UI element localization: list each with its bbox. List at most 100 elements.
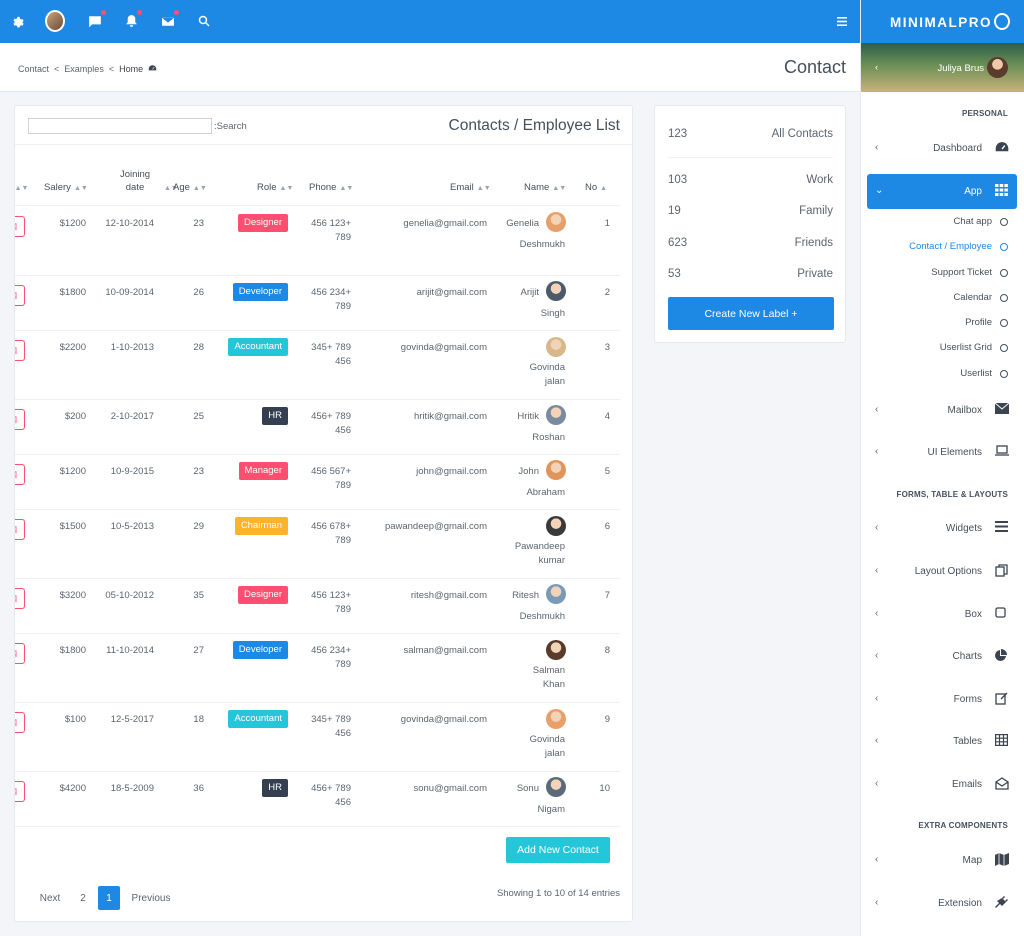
sidebar-item-forms[interactable]: ‹ Forms xyxy=(867,682,1017,717)
sidebar-sub-support-ticket[interactable]: Support Ticket xyxy=(931,267,1008,278)
column-header-salary[interactable]: Salery ▲▼ xyxy=(44,182,88,193)
sidebar-item-label: Charts xyxy=(952,651,982,662)
sidebar-item-extension[interactable]: ‹ Extension xyxy=(867,886,1017,921)
contact-avatar[interactable] xyxy=(546,460,566,480)
email-cell[interactable]: john@gmail.com xyxy=(416,466,487,477)
joining-date-cell: 12-5-2017 xyxy=(110,714,154,725)
sidebar-item-charts[interactable]: ‹ Charts xyxy=(867,639,1017,674)
sidebar-sub-profile[interactable]: Profile xyxy=(965,317,1008,328)
age-cell: 27 xyxy=(193,645,204,656)
column-header-name[interactable]: Name ▲▼ xyxy=(524,182,567,193)
sidebar-sub-chat-app[interactable]: Chat app xyxy=(953,216,1008,227)
sidebar-item-widgets[interactable]: ‹ Widgets xyxy=(867,511,1017,546)
search-icon[interactable] xyxy=(194,11,214,31)
pagination-page-1[interactable]: 1 xyxy=(98,886,120,910)
sidebar-sub-userlist-grid[interactable]: Userlist Grid xyxy=(940,342,1008,353)
email-cell[interactable]: pawandeep@gmail.com xyxy=(384,521,487,532)
breadcrumb-home[interactable]: Home xyxy=(119,64,144,74)
last-name: Abraham xyxy=(526,487,565,498)
column-header-email[interactable]: Email ▲▼ xyxy=(450,182,491,193)
email-cell[interactable]: arijit@gmail.com xyxy=(416,287,487,298)
contact-avatar[interactable] xyxy=(546,777,566,797)
contact-avatar[interactable] xyxy=(546,640,566,660)
section-forms: FORMS, TABLE & LAYOUTS xyxy=(896,490,1008,499)
row-number: 6 xyxy=(604,521,610,532)
settings-icon[interactable] xyxy=(7,11,27,31)
delete-button[interactable]: ▤ xyxy=(15,643,25,664)
trash-icon: ▤ xyxy=(15,593,17,604)
create-new-label-button[interactable]: Create New Label + xyxy=(668,297,834,330)
brand-logo[interactable]: MINIMALPRO xyxy=(861,0,1024,43)
row-number: 3 xyxy=(604,342,610,353)
delete-button[interactable]: ▤ xyxy=(15,464,25,485)
pagination-previous[interactable]: Previous xyxy=(131,892,171,904)
age-cell: 18 xyxy=(193,714,204,725)
sidebar-sub-calendar[interactable]: Calendar xyxy=(953,292,1008,303)
sidebar-item-map[interactable]: ‹ Map xyxy=(867,843,1017,878)
contact-avatar[interactable] xyxy=(546,516,566,536)
notifications-icon[interactable] xyxy=(121,10,142,31)
sidebar-sub-contact-employee[interactable]: Contact / Employee xyxy=(909,241,1008,252)
contact-avatar[interactable] xyxy=(546,337,566,357)
chevron-left-icon: ‹ xyxy=(875,565,879,576)
breadcrumb-examples[interactable]: Examples xyxy=(64,64,104,74)
pagination-page-2[interactable]: 2 xyxy=(80,892,86,904)
contact-avatar[interactable] xyxy=(546,584,566,604)
contact-avatar[interactable] xyxy=(546,405,566,425)
mail-icon[interactable] xyxy=(158,10,179,31)
delete-button[interactable]: ▤ xyxy=(15,519,25,540)
column-header-no[interactable]: No ▲ xyxy=(585,182,608,193)
chevron-left-icon: ‹ xyxy=(875,735,879,746)
delete-button[interactable]: ▤ xyxy=(15,285,25,306)
sidebar-item-ui-elements[interactable]: ‹ UI Elements xyxy=(867,435,1017,470)
delete-button[interactable]: ▤ xyxy=(15,340,25,361)
user-panel[interactable]: ‹ Juliya Brus xyxy=(861,43,1024,92)
delete-button[interactable]: ▤ xyxy=(15,216,25,237)
email-cell[interactable]: sonu@gmail.com xyxy=(413,783,487,794)
sidebar-item-emails[interactable]: ‹ Emails xyxy=(867,767,1017,802)
header-divider xyxy=(15,205,620,206)
sidebar-item-tables[interactable]: ‹ Tables xyxy=(867,724,1017,759)
delete-button[interactable]: ▤ xyxy=(15,712,25,733)
column-header-joining-sort[interactable]: ▲▼ xyxy=(164,185,178,192)
search-input[interactable] xyxy=(28,118,212,134)
brand-icon xyxy=(994,13,1010,30)
sidebar-sub-userlist[interactable]: Userlist xyxy=(960,368,1008,379)
email-cell[interactable]: hritik@gmail.com xyxy=(414,411,487,422)
delete-button[interactable]: ▤ xyxy=(15,781,25,802)
salary-cell: $4200 xyxy=(59,783,86,794)
sidebar-item-label: Widgets xyxy=(945,523,982,534)
contact-avatar[interactable] xyxy=(546,212,566,232)
sidebar-item-label: Mailbox xyxy=(947,405,982,416)
add-new-contact-button[interactable]: Add New Contact xyxy=(506,837,610,863)
sidebar-item-app[interactable]: ⌄ App xyxy=(867,174,1017,209)
email-cell[interactable]: govinda@gmail.com xyxy=(400,714,487,725)
delete-button[interactable]: ▤ xyxy=(15,409,25,430)
column-header-age[interactable]: Age ▲▼ xyxy=(173,182,207,193)
email-cell[interactable]: govinda@gmail.com xyxy=(400,342,487,353)
sidebar-item-dashboard[interactable]: ‹ Dashboard xyxy=(867,131,1017,166)
column-header-phone[interactable]: Phone ▲▼ xyxy=(309,182,354,193)
delete-button[interactable]: ▤ xyxy=(15,588,25,609)
column-header-action[interactable]: on▲▼ xyxy=(14,185,29,192)
contact-avatar[interactable] xyxy=(546,281,566,301)
joining-date-cell: 18-5-2009 xyxy=(110,783,154,794)
contact-avatar[interactable] xyxy=(546,709,566,729)
pagination-next[interactable]: Next xyxy=(39,892,61,904)
pie-chart-icon xyxy=(995,649,1009,663)
breadcrumb-contact[interactable]: Contact xyxy=(18,64,50,74)
column-header-joining-date[interactable]: Joining date xyxy=(119,169,151,193)
row-divider xyxy=(15,826,620,827)
sidebar-item-box[interactable]: ‹ Box xyxy=(867,597,1017,632)
user-avatar[interactable] xyxy=(45,10,65,32)
sidebar-item-mailbox[interactable]: ‹ Mailbox xyxy=(867,393,1017,428)
menu-icon[interactable] xyxy=(832,11,852,31)
sidebar-item-layout-options[interactable]: ‹ Layout Options xyxy=(867,554,1017,589)
sub-label: Profile xyxy=(965,317,992,328)
column-header-role[interactable]: Role ▲▼ xyxy=(257,182,294,193)
first-name: Genelia xyxy=(506,218,539,229)
email-cell[interactable]: genelia@gmail.com xyxy=(403,218,487,229)
messages-icon[interactable] xyxy=(85,10,106,31)
email-cell[interactable]: salman@gmail.com xyxy=(403,645,487,656)
email-cell[interactable]: ritesh@gmail.com xyxy=(410,590,487,601)
